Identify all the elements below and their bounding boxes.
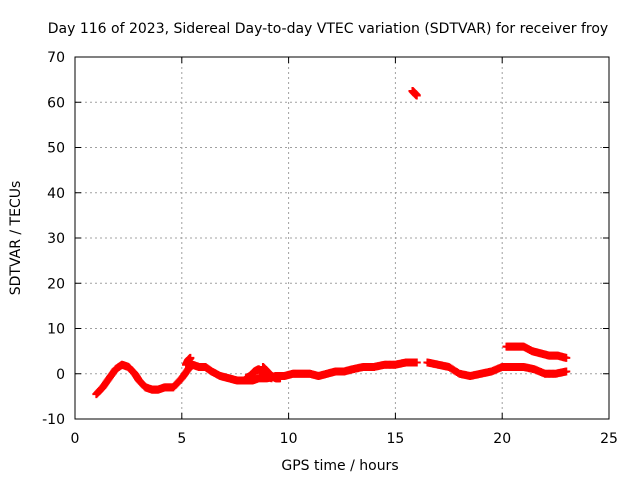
data-point bbox=[562, 353, 571, 362]
axis-ticks: 0 5 10 15 20 25 -10 0 10 20 30 40 50 60 70 bbox=[42, 50, 618, 447]
y-tick-label: 60 bbox=[47, 95, 65, 111]
data-point bbox=[276, 374, 285, 383]
y-tick-label: 70 bbox=[47, 50, 65, 66]
data-point bbox=[412, 91, 421, 100]
x-axis-label: GPS time / hours bbox=[281, 458, 398, 474]
y-tick-label: 30 bbox=[47, 231, 65, 247]
y-tick-label: 0 bbox=[56, 367, 65, 383]
x-tick-label: 15 bbox=[386, 431, 404, 447]
y-tick-label: -10 bbox=[42, 412, 65, 428]
x-tick-label: 25 bbox=[600, 431, 618, 447]
data-point bbox=[186, 353, 195, 362]
x-tick-label: 5 bbox=[177, 431, 186, 447]
y-tick-label: 10 bbox=[47, 322, 65, 338]
chart-title: Day 116 of 2023, Sidereal Day-to-day VTE… bbox=[48, 21, 608, 37]
data-points bbox=[92, 86, 571, 399]
y-tick-label: 40 bbox=[47, 186, 65, 202]
y-tick-label: 20 bbox=[47, 276, 65, 292]
y-axis-label: SDTVAR / TECUs bbox=[8, 181, 24, 296]
x-tick-label: 10 bbox=[280, 431, 298, 447]
y-tick-label: 50 bbox=[47, 141, 65, 157]
x-tick-label: 0 bbox=[71, 431, 80, 447]
x-tick-label: 20 bbox=[493, 431, 511, 447]
data-point bbox=[412, 358, 421, 367]
data-point bbox=[562, 367, 571, 376]
